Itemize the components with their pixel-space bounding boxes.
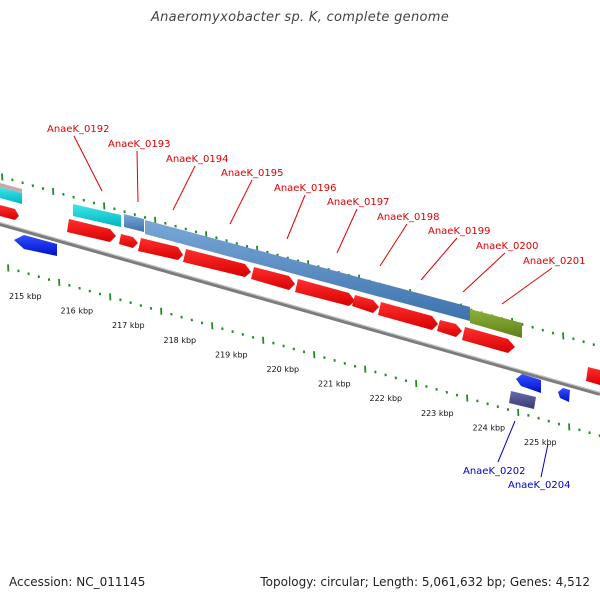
scale-label-221-kbp: 221 kbp [318,380,351,389]
map-title: Anaeromyxobacter sp. K, complete genome [150,10,450,25]
feature-cyan-anaek-0192[interactable] [73,204,121,227]
reverse-arrow-left[interactable] [14,235,57,256]
gene-label-anaek-0193[interactable]: AnaeK_0193 [108,139,170,150]
leader-line-anaek-0201 [501,267,553,305]
scale-label-219-kbp: 219 kbp [215,350,248,359]
feature-olive-anaek-0200[interactable] [470,309,522,338]
gene-label-anaek-0196[interactable]: AnaeK_0196 [274,183,336,194]
gene-label-anaek-0202[interactable]: AnaeK_0202 [463,466,525,477]
genome-summary: Topology: circular; Length: 5,061,632 bp… [260,575,590,589]
feature-track-forward-arrows [0,205,600,385]
scale-label-215-kbp: 215 kbp [9,292,42,301]
genome-backbone [0,222,600,396]
kbp-scale: 215 kbp 216 kbp 217 kbp 218 kbp 219 kbp 220 k… [9,292,557,447]
arrow-8[interactable] [378,302,438,330]
accession-label: Accession: NC_011145 [9,575,146,589]
gene-label-anaek-0192[interactable]: AnaeK_0192 [47,124,109,135]
gene-label-anaek-0195[interactable]: AnaeK_0195 [221,168,283,179]
scale-label-225-kbp: 225 kbp [524,438,557,447]
feature-track-reverse [14,235,570,409]
scale-label-218-kbp: 218 kbp [164,336,197,345]
gene-leaders-top: AnaeK_0192 AnaeK_0193 AnaeK_0194 AnaeK_0195… [47,124,585,305]
arrow-1[interactable] [67,219,116,242]
arrow-10[interactable] [462,327,515,353]
feature-gray-left-edge[interactable] [0,183,22,193]
leader-line-anaek-0197 [336,208,358,254]
gene-label-anaek-0201[interactable]: AnaeK_0201 [523,256,585,267]
leader-line-anaek-0194 [172,165,196,211]
feature-track-upper [0,183,522,338]
leader-line-anaek-0196 [286,194,306,240]
arrow-left-edge[interactable] [0,205,19,220]
arrow-5[interactable] [251,267,295,290]
gene-label-anaek-0200[interactable]: AnaeK_0200 [476,241,538,252]
leader-line-anaek-0200 [462,252,506,293]
leader-line-anaek-0195 [229,179,253,225]
leader-line-anaek-0202 [497,420,516,463]
scale-label-222-kbp: 222 kbp [370,394,403,403]
scale-label-220-kbp: 220 kbp [267,365,300,374]
arrow-6[interactable] [295,279,355,306]
arrow-right-edge[interactable] [586,367,600,385]
reverse-feature-navy[interactable] [509,391,536,409]
gene-label-anaek-0204[interactable]: AnaeK_0204 [508,480,570,491]
leader-line-anaek-0192 [73,135,103,192]
leader-line-anaek-0199 [420,237,458,281]
arrow-4[interactable] [183,249,251,277]
genome-backbone-highlight [0,222,600,393]
arrow-9[interactable] [437,320,462,337]
reverse-arrow-anaek-0204[interactable] [558,388,570,402]
scale-label-223-kbp: 223 kbp [421,409,454,418]
feature-steel-anaek-0193[interactable] [124,214,144,232]
leader-line-anaek-0204 [540,443,549,478]
scale-label-217-kbp: 217 kbp [112,321,145,330]
gene-label-anaek-0197[interactable]: AnaeK_0197 [327,197,389,208]
leader-line-anaek-0193 [136,150,139,203]
feature-cyan-left-edge[interactable] [0,187,22,204]
scale-label-216-kbp: 216 kbp [61,307,94,316]
arrow-3[interactable] [138,238,183,260]
gene-leaders-bottom: AnaeK_0202 AnaeK_0204 [463,420,570,491]
scale-label-224-kbp: 224 kbp [473,423,506,432]
gene-label-anaek-0194[interactable]: AnaeK_0194 [166,154,228,165]
arrow-2[interactable] [119,234,138,248]
reverse-arrow-anaek-0202[interactable] [516,374,541,393]
gene-label-anaek-0198[interactable]: AnaeK_0198 [377,212,439,223]
gene-label-anaek-0199[interactable]: AnaeK_0199 [428,226,490,237]
leader-line-anaek-0198 [379,223,408,267]
feature-steel-anaek-0194-0199[interactable] [145,220,470,321]
arrow-7[interactable] [352,295,379,313]
